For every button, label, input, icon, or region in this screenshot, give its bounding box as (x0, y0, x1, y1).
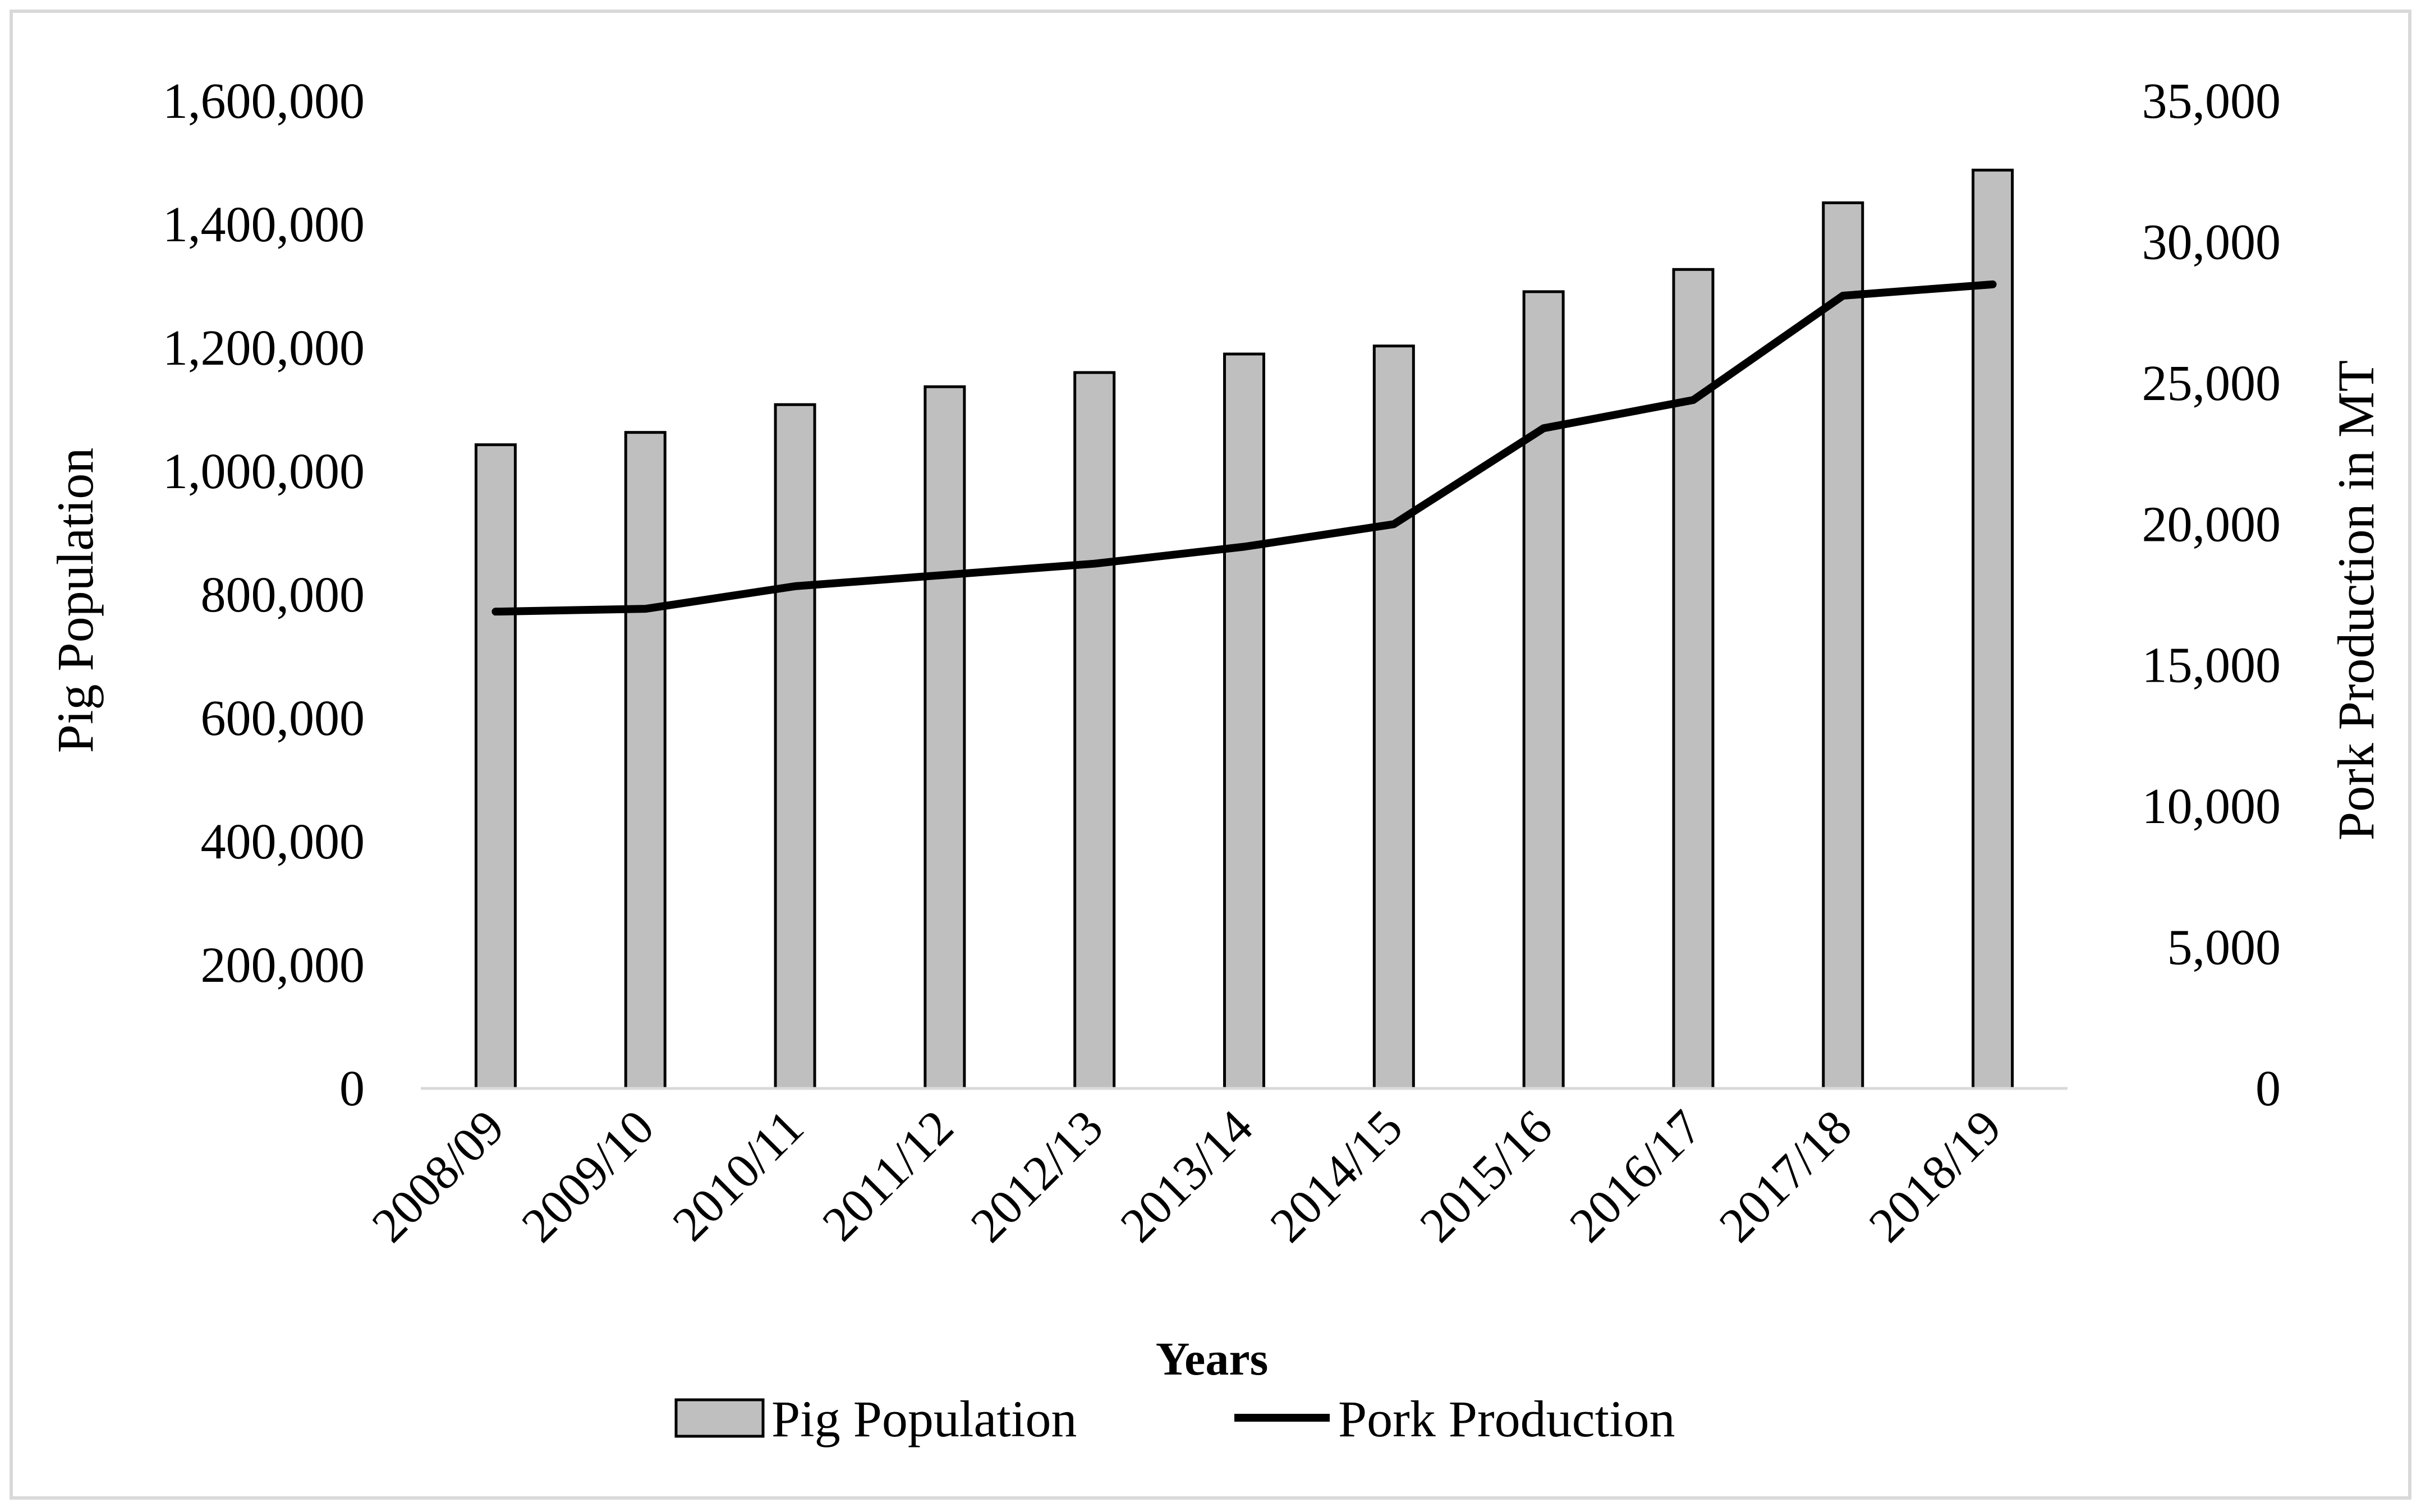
point-pork-production-2014-15 (1393, 523, 1395, 525)
point-pork-production-2011-12 (944, 574, 945, 576)
left-axis-ticks: 0 200,000 400,000 600,000 800,000 1,000,000 1,… (163, 73, 365, 1116)
left-tick-label: 1,200,000 (163, 320, 365, 376)
legend-label-pork-production: Pork Production (1338, 1390, 1675, 1447)
right-tick-label: 25,000 (2142, 356, 2281, 411)
right-tick-label: 20,000 (2142, 497, 2281, 552)
bar-pig-population-2018-19 (1972, 168, 2014, 1090)
left-axis-title: Pig Population (47, 448, 104, 753)
left-tick-label: 1,000,000 (163, 444, 365, 499)
right-tick-label: 15,000 (2142, 638, 2281, 693)
right-tick-label: 0 (2255, 1061, 2281, 1116)
left-tick-label: 1,600,000 (163, 73, 365, 129)
bar-pig-population-2010-11 (774, 403, 816, 1090)
point-pork-production-2010-11 (794, 585, 796, 587)
left-tick-label: 1,400,000 (163, 197, 365, 252)
right-axis-ticks: 0 5,000 10,000 15,000 20,000 25,000 30,000 35,0… (2142, 73, 2281, 1116)
left-tick-label: 800,000 (201, 567, 365, 623)
legend-swatch-pig-population (674, 1398, 765, 1438)
line-series-group (491, 280, 1997, 616)
right-tick-label: 5,000 (2167, 920, 2281, 976)
legend-label-pig-population: Pig Population (771, 1390, 1077, 1447)
point-pork-production-2012-13 (1094, 563, 1095, 564)
left-tick-label: 200,000 (201, 937, 365, 993)
bar-pig-population-2009-10 (624, 431, 667, 1090)
point-pork-production-2015-16 (1543, 428, 1545, 429)
right-tick-label: 35,000 (2142, 73, 2281, 129)
legend: Pig Population Pork Production (674, 1390, 1675, 1447)
bar-pig-population-2011-12 (924, 385, 966, 1090)
point-pork-production-2009-10 (645, 608, 646, 610)
bar-pig-population-2015-16 (1522, 290, 1565, 1090)
point-pork-production-2016-17 (1692, 399, 1694, 401)
bar-pig-population-2014-15 (1372, 344, 1415, 1090)
bar-pig-population-2017-18 (1822, 201, 1864, 1090)
point-pork-production-2013-14 (1243, 546, 1245, 548)
left-tick-label: 0 (339, 1061, 365, 1116)
bar-series-group (474, 168, 2014, 1090)
x-axis-title: Years (1156, 1333, 1269, 1385)
bar-pig-population-2008-09 (474, 443, 517, 1090)
left-tick-label: 600,000 (201, 691, 365, 746)
bar-pig-population-2013-14 (1223, 352, 1265, 1090)
bar-pig-population-2012-13 (1073, 371, 1116, 1090)
chart-frame (10, 10, 2411, 1500)
right-tick-label: 10,000 (2142, 779, 2281, 834)
right-tick-label: 30,000 (2142, 214, 2281, 270)
point-pork-production-2008-09 (495, 611, 497, 613)
point-pork-production-2018-19 (1992, 283, 1993, 285)
right-axis-title: Pork Production in MT (2327, 360, 2385, 840)
point-pork-production-2017-18 (1842, 295, 1844, 296)
left-tick-label: 400,000 (201, 814, 365, 870)
